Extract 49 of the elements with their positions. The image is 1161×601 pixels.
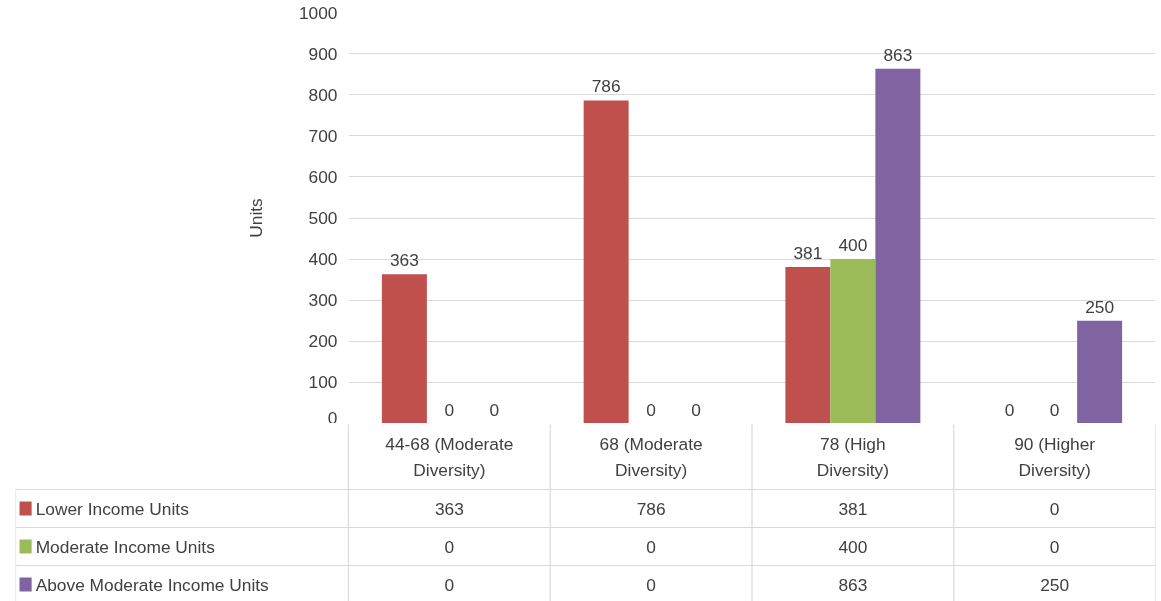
- text: 0: [1004, 399, 1015, 420]
- data-label: 786: [636, 498, 666, 519]
- y-tick-label: 900: [308, 43, 338, 64]
- y-tick-label: 700: [308, 125, 338, 146]
- text: 0: [489, 399, 500, 420]
- text: 400: [838, 235, 868, 256]
- y-tick-label: 1000: [298, 2, 338, 23]
- x-tick-label: 68 (Moderate Diversity): [599, 434, 703, 480]
- legend-label: Moderate Income Units: [35, 536, 216, 557]
- text: 863: [883, 44, 913, 65]
- data-label: 0: [1049, 536, 1060, 557]
- data-label: 250: [1040, 574, 1070, 595]
- y-tick-label: 400: [308, 249, 338, 270]
- y-axis-title: Units: [245, 197, 266, 238]
- text: 0: [691, 399, 701, 420]
- data-label: 400: [838, 536, 868, 557]
- y-tick-label: 200: [308, 331, 338, 352]
- text: 786: [591, 76, 621, 97]
- bar: [1077, 320, 1123, 423]
- x-tick-label: 44-68 (Moderate Diversity): [385, 434, 514, 480]
- y-tick-label: 600: [308, 166, 338, 187]
- data-label: 0: [444, 536, 455, 557]
- y-tick-label: 0: [327, 407, 338, 428]
- data-label: 381: [838, 498, 868, 519]
- bar: [381, 274, 427, 423]
- data-label: 363: [434, 498, 464, 519]
- text: 0: [1049, 399, 1060, 420]
- text: 381: [793, 242, 823, 263]
- y-tick-label: 500: [308, 208, 338, 228]
- text: 0: [646, 399, 656, 420]
- y-tick-label: 100: [308, 372, 338, 393]
- text: 363: [389, 250, 419, 271]
- text: 0: [444, 399, 455, 420]
- data-label: 0: [646, 536, 656, 557]
- x-tick-label: 90 (Higher Diversity): [1014, 434, 1096, 480]
- text: 250: [1085, 296, 1115, 317]
- x-tick-label: 78 (High Diversity): [816, 434, 889, 480]
- y-tick-label: 300: [308, 290, 338, 311]
- y-tick-label: 800: [308, 84, 338, 105]
- data-label: 0: [444, 574, 455, 595]
- data-label: 863: [838, 574, 868, 595]
- bar: [785, 266, 831, 423]
- data-label: 0: [646, 574, 656, 595]
- bar: [830, 259, 876, 423]
- legend-label: Above Moderate Income Units: [35, 574, 270, 595]
- legend-label: Lower Income Units: [35, 498, 190, 519]
- bar: [583, 100, 629, 423]
- data-label: 0: [1049, 498, 1060, 519]
- bar: [875, 68, 921, 423]
